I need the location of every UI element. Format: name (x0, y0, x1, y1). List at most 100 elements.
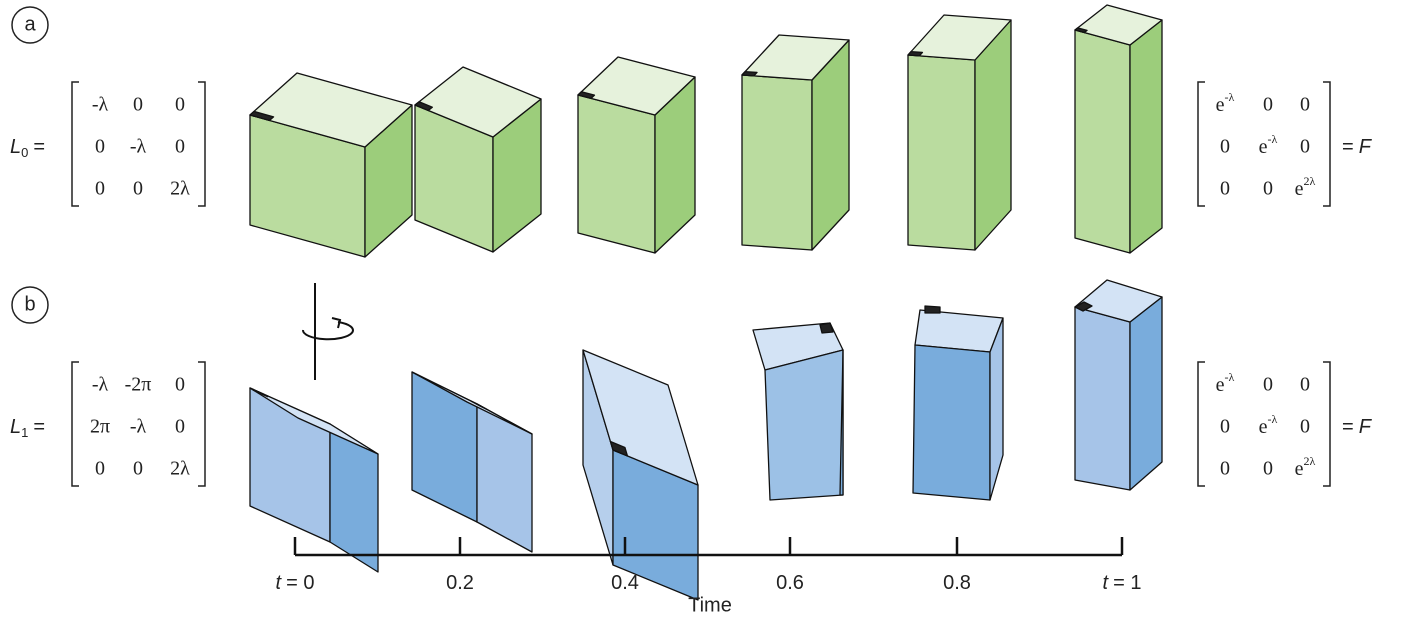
matrix-entry: 0 (1220, 178, 1230, 200)
figure: aL0=-λe-λ000000-λe-λ0000002λe2λ=FbL1=-λe… (0, 0, 1406, 626)
corner-mark (820, 323, 833, 333)
arrow-head (332, 318, 340, 328)
variable: t (1103, 572, 1110, 594)
symbol: L (10, 416, 21, 438)
base: e (1295, 458, 1304, 480)
matrix-entry: 0 (95, 178, 105, 200)
matrix-entry: 0 (1300, 374, 1310, 396)
lhs: L1 = (10, 416, 45, 440)
cube-side (990, 318, 1003, 500)
exponent: -λ (1225, 90, 1235, 104)
cube-front (578, 95, 655, 253)
bracket (1198, 362, 1205, 486)
panel-label: b (24, 293, 35, 315)
tick-label: t= 0 (276, 572, 315, 594)
axis-title: Time (688, 594, 732, 616)
exponent: 2λ (1304, 454, 1316, 468)
cube-side (1130, 20, 1162, 253)
cube-front (1075, 30, 1130, 253)
symbol: L (10, 136, 21, 158)
rhs: =F (1342, 136, 1373, 158)
subscript: 1 (21, 425, 28, 440)
lhs: L0= (10, 136, 45, 160)
panel-label: a (24, 13, 36, 35)
matrix-entry: 0 (1300, 136, 1310, 158)
matrix-entry: 0 (175, 416, 185, 438)
base: e (1259, 136, 1268, 158)
cube-side (1130, 297, 1162, 490)
matrix-entry: e2λ (1295, 454, 1316, 480)
cube-front (908, 55, 975, 250)
cube-front (412, 372, 477, 522)
matrix-entry: 0 (1220, 416, 1230, 438)
cube-front (765, 350, 843, 500)
exponent: 2λ (1304, 174, 1316, 188)
subscript: 0 (21, 145, 28, 160)
cube-front (913, 345, 990, 500)
corner-mark (908, 52, 922, 56)
exponent: -λ (1225, 370, 1235, 384)
matrix-entry: 0 (1263, 374, 1273, 396)
value: = 1 (1113, 572, 1141, 594)
matrix-entry: 0 (175, 136, 185, 158)
base: e (1295, 178, 1304, 200)
matrix-entry: -λ (92, 94, 109, 116)
matrix-entry: 0 (95, 458, 105, 480)
equals: = (33, 416, 45, 438)
tick-label: 0.8 (943, 572, 971, 594)
cube-front (742, 75, 812, 250)
matrix-entry: 0 (1263, 178, 1273, 200)
matrix-entry: 0 (95, 136, 105, 158)
cube-side (330, 424, 378, 572)
value: 0.6 (776, 572, 804, 594)
value: 0.8 (943, 572, 971, 594)
matrix-entry: 0 (133, 94, 143, 116)
value: 0.4 (611, 572, 639, 594)
matrix-entry: -λ (130, 416, 147, 438)
cube-side (477, 404, 532, 552)
bracket (198, 362, 205, 486)
matrix-entry: 2λ (170, 178, 190, 200)
rhs: =F (1342, 416, 1373, 438)
matrix-entry: e-λ (1259, 412, 1278, 438)
matrix-entry: 0 (1220, 136, 1230, 158)
matrix-entry: e-λ (1216, 90, 1235, 116)
variable: t (276, 572, 283, 594)
matrix-entry: -2π (125, 374, 152, 396)
matrix-entry: 0 (133, 178, 143, 200)
cube-front (1075, 307, 1130, 490)
matrix-entry: 0 (175, 374, 185, 396)
symbol: F (1359, 136, 1373, 158)
bracket (72, 362, 79, 486)
value: = 0 (286, 572, 314, 594)
matrix-entry: -λ (92, 374, 109, 396)
tick-label: t= 1 (1103, 572, 1142, 594)
matrix-entry: 0 (175, 94, 185, 116)
base: e (1259, 416, 1268, 438)
matrix-entry: -λ (130, 136, 147, 158)
rotation-arrow (303, 322, 353, 339)
matrix-entry: 0 (133, 458, 143, 480)
matrix-entry: e-λ (1216, 370, 1235, 396)
matrix-entry: e2λ (1295, 174, 1316, 200)
tick-label: 0.2 (446, 572, 474, 594)
matrix-entry: 2λ (170, 458, 190, 480)
tick-label: 0.4 (611, 572, 639, 594)
bracket (198, 82, 205, 206)
value: 0.2 (446, 572, 474, 594)
matrix-entry: 0 (1220, 458, 1230, 480)
corner-mark (925, 306, 940, 313)
exponent: -λ (1268, 132, 1278, 146)
bracket (1323, 362, 1330, 486)
corner-mark (742, 72, 757, 76)
tick-label: 0.6 (776, 572, 804, 594)
matrix-entry: 0 (1300, 94, 1310, 116)
exponent: -λ (1268, 412, 1278, 426)
equals: = (1342, 416, 1354, 438)
bracket (1198, 82, 1205, 206)
matrix-entry: 0 (1263, 458, 1273, 480)
equals: = (1342, 136, 1354, 158)
base: e (1216, 94, 1225, 116)
base: e (1216, 374, 1225, 396)
matrix-entry: e-λ (1259, 132, 1278, 158)
